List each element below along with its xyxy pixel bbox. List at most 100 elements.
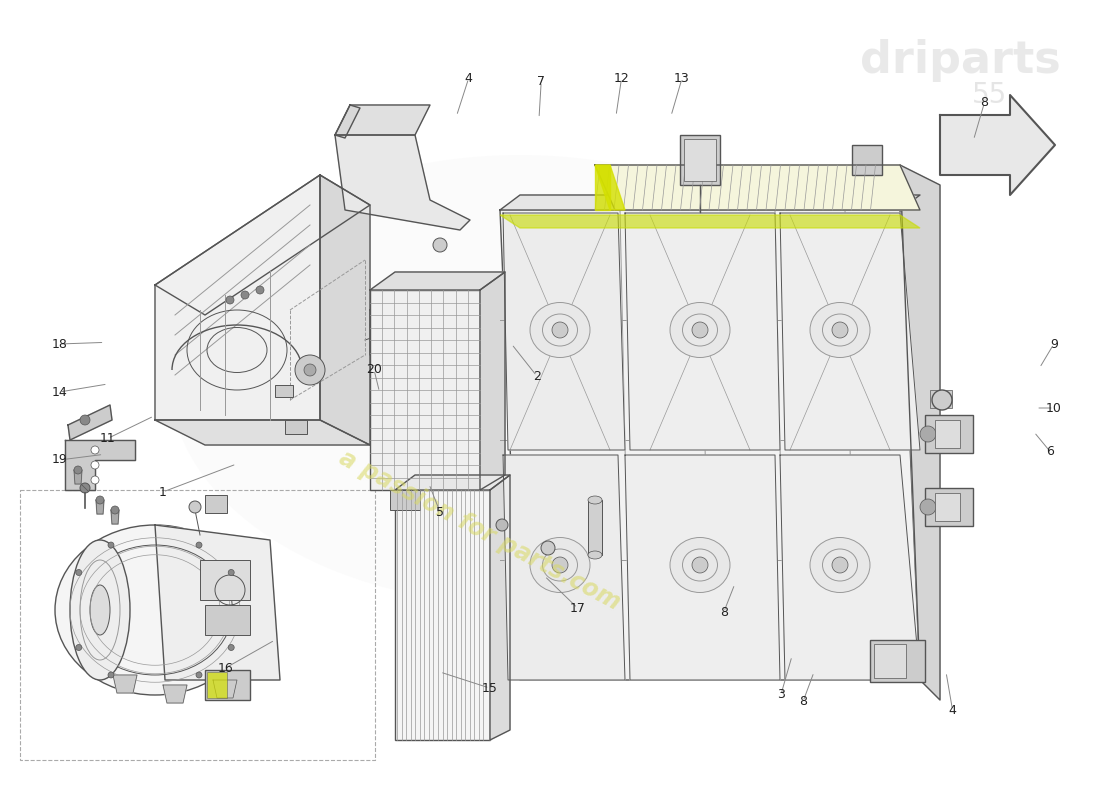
Bar: [205, 495, 227, 513]
Bar: [20, 490, 375, 760]
Circle shape: [256, 286, 264, 294]
Bar: [684, 139, 716, 181]
Text: 9: 9: [1049, 338, 1058, 350]
Text: 1: 1: [158, 486, 167, 498]
Polygon shape: [595, 165, 625, 210]
Text: 3: 3: [777, 688, 785, 701]
Circle shape: [832, 557, 848, 573]
Bar: [874, 644, 906, 678]
Text: 2: 2: [532, 370, 541, 382]
Text: 10: 10: [1046, 402, 1062, 414]
Text: 8: 8: [719, 606, 728, 618]
Circle shape: [692, 322, 708, 338]
Ellipse shape: [530, 302, 590, 358]
Circle shape: [496, 519, 508, 531]
Text: a passion for parts.com: a passion for parts.com: [336, 446, 625, 614]
Polygon shape: [155, 175, 370, 315]
Circle shape: [920, 499, 936, 515]
Polygon shape: [503, 455, 625, 680]
Polygon shape: [336, 135, 470, 230]
Text: 8: 8: [980, 96, 989, 109]
Bar: [207, 672, 227, 698]
Circle shape: [76, 645, 81, 650]
Circle shape: [91, 446, 99, 454]
Circle shape: [241, 291, 249, 299]
Polygon shape: [213, 680, 236, 698]
Circle shape: [228, 570, 234, 575]
Text: 16: 16: [218, 662, 233, 674]
Bar: [935, 493, 960, 521]
Polygon shape: [500, 215, 920, 228]
Circle shape: [304, 364, 316, 376]
Polygon shape: [320, 175, 370, 445]
Bar: [870, 640, 925, 682]
Ellipse shape: [70, 540, 130, 680]
Text: 20: 20: [366, 363, 382, 376]
Circle shape: [228, 645, 234, 650]
Circle shape: [552, 322, 568, 338]
Text: 12: 12: [614, 72, 629, 85]
Ellipse shape: [588, 496, 602, 504]
Polygon shape: [395, 475, 510, 490]
Polygon shape: [500, 210, 920, 680]
Bar: [275, 385, 293, 397]
Circle shape: [433, 238, 447, 252]
Text: 4: 4: [464, 72, 473, 85]
Circle shape: [932, 390, 952, 410]
Text: 4: 4: [948, 704, 957, 717]
Polygon shape: [900, 165, 940, 700]
Polygon shape: [155, 525, 280, 680]
Circle shape: [111, 506, 119, 514]
Polygon shape: [625, 213, 780, 450]
Polygon shape: [163, 685, 187, 703]
Bar: [285, 420, 307, 434]
Polygon shape: [503, 213, 625, 450]
Bar: [200, 560, 250, 600]
Bar: [935, 420, 960, 448]
Text: 55: 55: [972, 81, 1008, 109]
Bar: [205, 605, 250, 635]
Polygon shape: [155, 175, 320, 420]
Polygon shape: [74, 470, 82, 484]
Ellipse shape: [810, 538, 870, 593]
Polygon shape: [500, 195, 920, 210]
Text: 14: 14: [52, 386, 67, 398]
Circle shape: [196, 542, 202, 548]
Circle shape: [552, 557, 568, 573]
Bar: [205, 670, 250, 700]
Polygon shape: [111, 510, 119, 524]
Ellipse shape: [670, 538, 730, 593]
Polygon shape: [595, 165, 920, 210]
Polygon shape: [113, 675, 138, 693]
Polygon shape: [490, 475, 510, 740]
Ellipse shape: [588, 551, 602, 559]
Ellipse shape: [55, 525, 255, 695]
Polygon shape: [625, 455, 780, 680]
Circle shape: [80, 483, 90, 493]
Ellipse shape: [170, 155, 870, 605]
Text: 17: 17: [570, 602, 585, 614]
Ellipse shape: [90, 585, 110, 635]
Text: 6: 6: [1046, 446, 1055, 458]
Text: driparts: driparts: [859, 38, 1060, 82]
Circle shape: [226, 296, 234, 304]
Ellipse shape: [810, 302, 870, 358]
Circle shape: [189, 501, 201, 513]
Circle shape: [91, 461, 99, 469]
Circle shape: [108, 542, 114, 548]
Circle shape: [832, 322, 848, 338]
Circle shape: [91, 476, 99, 484]
Text: 8: 8: [799, 695, 807, 708]
Circle shape: [80, 415, 90, 425]
Polygon shape: [780, 455, 920, 680]
Ellipse shape: [670, 302, 730, 358]
Text: 15: 15: [482, 682, 497, 694]
Bar: [395, 490, 490, 740]
Bar: [588, 500, 602, 555]
Circle shape: [920, 426, 936, 442]
Text: 11: 11: [100, 432, 116, 445]
Polygon shape: [336, 105, 430, 135]
Polygon shape: [155, 420, 370, 445]
Polygon shape: [336, 105, 360, 138]
Text: 19: 19: [52, 454, 67, 466]
